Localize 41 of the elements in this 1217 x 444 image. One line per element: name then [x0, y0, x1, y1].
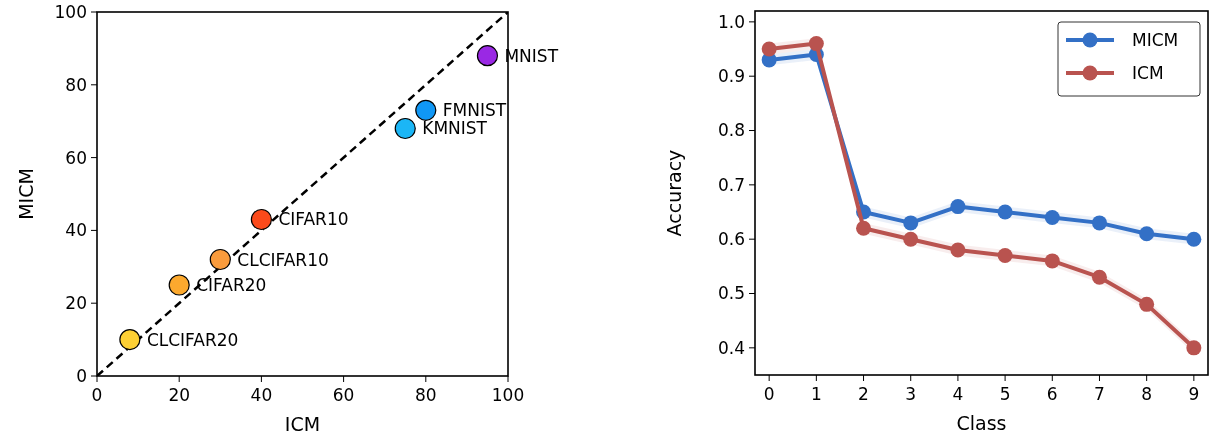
y-tick-label: 100 — [54, 1, 87, 22]
y-axis-title: MICM — [15, 168, 37, 220]
x-tick-label: 8 — [1141, 384, 1153, 404]
legend-label: MICM — [1132, 30, 1179, 50]
annotation: CLCIFAR10 — [237, 249, 329, 270]
y-tick-label: 0.8 — [717, 120, 745, 141]
x-tick-label: 60 — [332, 385, 355, 405]
x-tick-label: 40 — [250, 385, 273, 405]
x-tick-label: 100 — [491, 385, 525, 405]
x-axis-title: ICM — [284, 413, 321, 435]
x-tick-label: 7 — [1094, 384, 1105, 404]
x-tick-label: 3 — [905, 384, 917, 404]
y-tick-label: 0.7 — [717, 174, 745, 195]
annotation: KMNIST — [422, 118, 488, 139]
x-tick-label: 20 — [168, 385, 191, 405]
y-tick-label: 80 — [65, 74, 87, 95]
y-tick-label: 0.5 — [717, 283, 745, 304]
y-tick-label: 20 — [65, 293, 87, 314]
y-tick-label: 0.4 — [717, 337, 745, 358]
y-axis-title: Accuracy — [663, 149, 685, 237]
x-tick-label: 2 — [858, 384, 869, 404]
y-tick-label: 0.6 — [717, 229, 745, 250]
y-tick-label: 60 — [65, 147, 87, 168]
x-tick-label: 0 — [91, 385, 103, 405]
y-tick-label: 0 — [76, 365, 87, 386]
x-tick-label: 0 — [763, 384, 775, 404]
annotation: FMNIST — [442, 100, 507, 121]
x-tick-label: 80 — [414, 385, 437, 405]
legend-label: ICM — [1132, 63, 1164, 83]
x-tick-label: 4 — [952, 384, 964, 404]
annotation: CIFAR10 — [278, 209, 349, 230]
y-tick-label: 1.0 — [717, 11, 745, 32]
y-tick-label: 0.9 — [717, 66, 745, 87]
x-tick-label: 9 — [1188, 384, 1200, 404]
x-tick-label: 6 — [1046, 384, 1058, 404]
x-tick-label: 1 — [810, 384, 822, 404]
annotation: CIFAR20 — [196, 275, 267, 295]
x-axis-title: Class — [956, 412, 1007, 434]
x-tick-label: 5 — [999, 384, 1011, 404]
annotation: CLCIFAR20 — [146, 329, 239, 350]
y-tick-label: 40 — [65, 220, 87, 241]
